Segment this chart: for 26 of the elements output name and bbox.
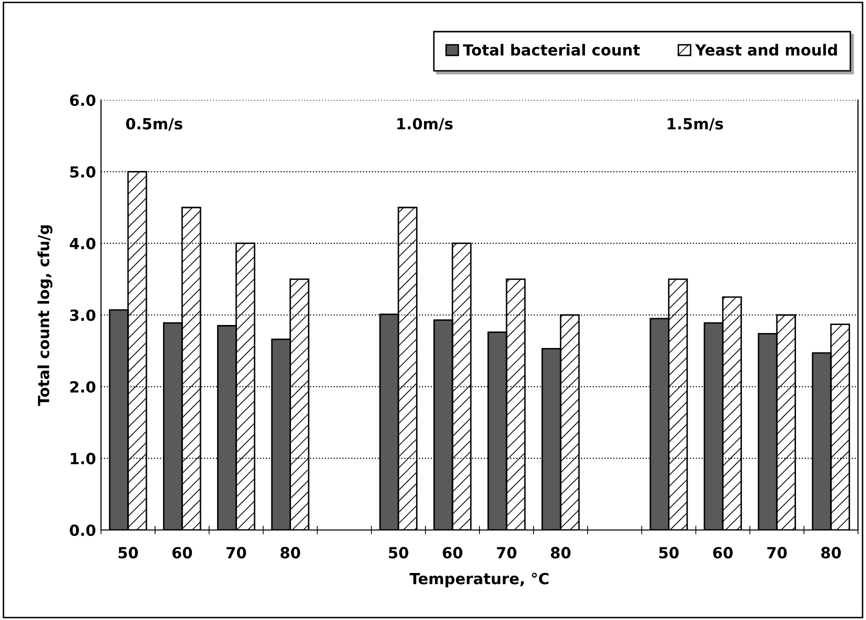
x-tick-label: 70: [767, 546, 787, 558]
legend-label: Total bacterial count: [462, 44, 640, 56]
x-tick-label: 80: [550, 546, 571, 558]
x-tick-label: 50: [118, 546, 138, 558]
y-tick-label: 1.0: [70, 452, 96, 464]
y-axis-title: Total count log, cfu/g: [38, 225, 52, 406]
x-tick-label: 80: [821, 546, 841, 558]
legend-label: Yeast and mould: [695, 44, 837, 56]
x-tick-label: 70: [226, 546, 246, 558]
x-tick-label: 60: [172, 546, 192, 558]
y-tick-label: 2.0: [70, 381, 96, 393]
y-tick-label: 4.0: [70, 238, 96, 250]
x-tick-label: 60: [442, 546, 462, 558]
annotation: 0.5m/s: [126, 118, 182, 131]
annotation: 1.5m/s: [668, 118, 723, 131]
x-axis-title: Temperature, °C: [410, 572, 548, 588]
x-tick-label: 60: [713, 546, 733, 558]
x-tick-label: 70: [496, 546, 516, 558]
annotation: 1.0m/s: [397, 118, 453, 131]
y-tick-label: 5.0: [70, 166, 96, 178]
x-tick-label: 80: [280, 546, 300, 558]
y-tick-label: 3.0: [70, 309, 96, 322]
y-tick-label: 0.0: [70, 524, 96, 536]
x-tick-label: 50: [388, 546, 408, 558]
y-tick-label: 6.0: [70, 94, 96, 106]
x-tick-label: 50: [659, 546, 679, 558]
